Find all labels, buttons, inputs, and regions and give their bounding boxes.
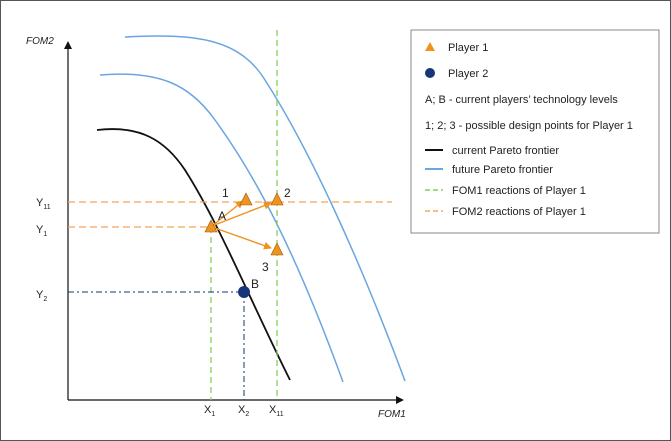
label-point-1: 1 <box>222 186 229 200</box>
player2-point-b <box>238 286 250 298</box>
x-tick-x2: X2 <box>238 404 249 418</box>
svg-text:X2: X2 <box>238 404 249 418</box>
legend-player1-icon <box>425 42 435 51</box>
future-frontier-outer <box>124 35 406 382</box>
future-frontier-inner <box>99 73 344 383</box>
arrow-a-to-2 <box>211 201 272 227</box>
svg-text:Y2: Y2 <box>36 289 47 303</box>
legend-future-frontier-label: future Pareto frontier <box>452 164 553 176</box>
player1-point-1 <box>239 192 253 206</box>
legend-fom1-reactions-label: FOM1 reactions of Player 1 <box>452 185 586 197</box>
x-tick-x11: X11 <box>269 404 284 418</box>
player1-point-3 <box>270 242 284 256</box>
svg-text:Y1: Y1 <box>36 224 47 238</box>
legend-tech-levels: A; B - current players’ technology level… <box>425 94 618 106</box>
player1-point-a <box>204 219 218 233</box>
legend-current-frontier-label: current Pareto frontier <box>452 145 559 157</box>
legend-box <box>410 29 660 234</box>
current-frontier <box>96 128 291 381</box>
label-point-2: 2 <box>284 186 291 200</box>
legend-player1-label: Player 1 <box>448 42 488 54</box>
label-point-a: A <box>218 209 226 223</box>
legend-fom2-reactions-label: FOM2 reactions of Player 1 <box>452 206 586 218</box>
y-tick-y11: Y11 <box>36 197 51 211</box>
svg-text:Y11: Y11 <box>36 197 51 211</box>
y-tick-y2: Y2 <box>36 289 47 303</box>
legend-player2-icon <box>425 68 435 78</box>
svg-text:X1: X1 <box>204 404 215 418</box>
y-tick-y1: Y1 <box>36 224 47 238</box>
arrow-a-to-3 <box>211 226 272 250</box>
label-point-b: B <box>251 277 259 291</box>
player1-point-2 <box>270 192 284 206</box>
legend: Player 1 Player 2 A; B - current players… <box>410 29 660 234</box>
legend-design-points: 1; 2; 3 - possible design points for Pla… <box>425 120 633 132</box>
svg-text:X11: X11 <box>269 404 284 418</box>
x-axis-label: FOM1 <box>378 409 406 420</box>
y-axis-label: FOM2 <box>26 36 54 47</box>
arrow-a-to-1 <box>211 200 244 227</box>
label-point-3: 3 <box>262 260 269 274</box>
x-tick-x1: X1 <box>204 404 215 418</box>
legend-player2-label: Player 2 <box>448 68 488 80</box>
